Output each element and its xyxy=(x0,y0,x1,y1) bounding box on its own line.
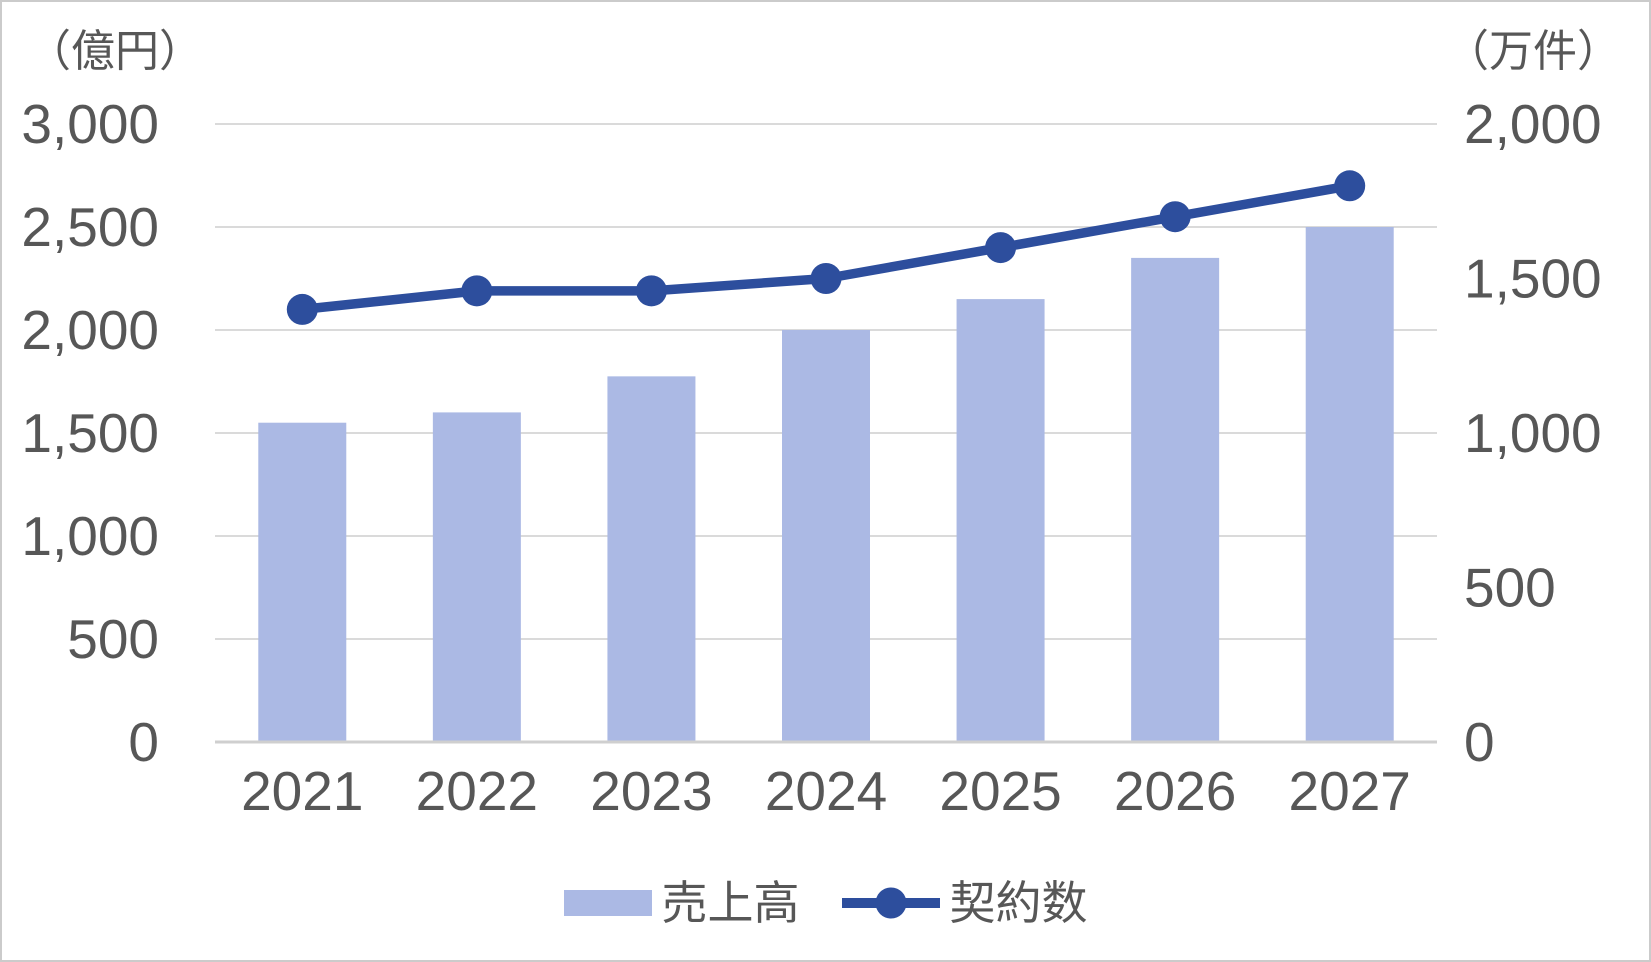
left-axis-title: （億円） xyxy=(27,27,203,76)
line-swatch xyxy=(841,887,940,919)
line-series-contracts xyxy=(286,170,1366,325)
bar-2027 xyxy=(1305,227,1394,742)
line-point-2027 xyxy=(1334,170,1366,202)
right-axis-title: （万件） xyxy=(1445,27,1621,76)
y-axis-tick-label-right: 2,000 xyxy=(1464,93,1602,155)
line-point-2022 xyxy=(461,275,493,307)
line-point-2025 xyxy=(985,232,1017,264)
y-axis-tick-label-left: 3,000 xyxy=(21,93,159,155)
legend-label-sales: 売上高 xyxy=(661,877,800,929)
y-axis-tick-label-right: 1,000 xyxy=(1464,402,1602,464)
x-axis-label-2023: 2023 xyxy=(590,760,712,822)
bar-series-sales xyxy=(258,227,1394,742)
x-axis-label-2022: 2022 xyxy=(416,760,538,822)
right-axis-tick-labels: 2,000 1,500 1,000 500 0 xyxy=(1464,93,1602,773)
x-axis-label-2021: 2021 xyxy=(241,760,363,822)
bar-swatch xyxy=(563,890,652,916)
bar-2021 xyxy=(258,422,347,742)
bar-2024 xyxy=(782,330,870,742)
y-axis-tick-label-left: 0 xyxy=(128,711,159,773)
y-axis-tick-label-left: 1,500 xyxy=(21,402,159,464)
y-axis-tick-label-left: 500 xyxy=(67,608,159,670)
legend-item-contracts: 契約数 xyxy=(841,877,1088,929)
x-axis-label-2025: 2025 xyxy=(939,760,1061,822)
line-point-2026 xyxy=(1159,201,1191,233)
line-swatch-dot xyxy=(875,887,906,919)
y-axis-tick-label-left: 2,500 xyxy=(21,196,159,258)
left-axis-tick-labels: 3,000 2,500 2,000 1,500 1,000 500 0 xyxy=(21,93,159,773)
bar-2023 xyxy=(607,376,696,742)
y-axis-tick-label-right: 500 xyxy=(1464,557,1556,619)
bar-2026 xyxy=(1131,257,1220,742)
legend-label-contracts: 契約数 xyxy=(949,877,1088,929)
x-axis-label-2027: 2027 xyxy=(1289,760,1411,822)
y-axis-tick-label-right: 1,500 xyxy=(1464,248,1602,310)
bar-2022 xyxy=(432,412,521,742)
line-point-2023 xyxy=(635,275,667,307)
y-axis-tick-label-left: 2,000 xyxy=(21,299,159,361)
bar-2025 xyxy=(956,299,1045,742)
legend: 売上高 契約数 xyxy=(2,880,1649,926)
x-axis-label-2024: 2024 xyxy=(765,760,887,822)
line-point-2021 xyxy=(286,293,318,325)
y-axis-tick-label-left: 1,000 xyxy=(21,505,159,567)
legend-item-sales: 売上高 xyxy=(563,877,800,929)
x-axis-label-2026: 2026 xyxy=(1114,760,1236,822)
line-point-2024 xyxy=(810,263,842,294)
x-axis-labels: 2021 2022 2023 2024 2025 2026 2027 xyxy=(241,760,1411,822)
y-axis-tick-label-right: 0 xyxy=(1464,711,1495,773)
